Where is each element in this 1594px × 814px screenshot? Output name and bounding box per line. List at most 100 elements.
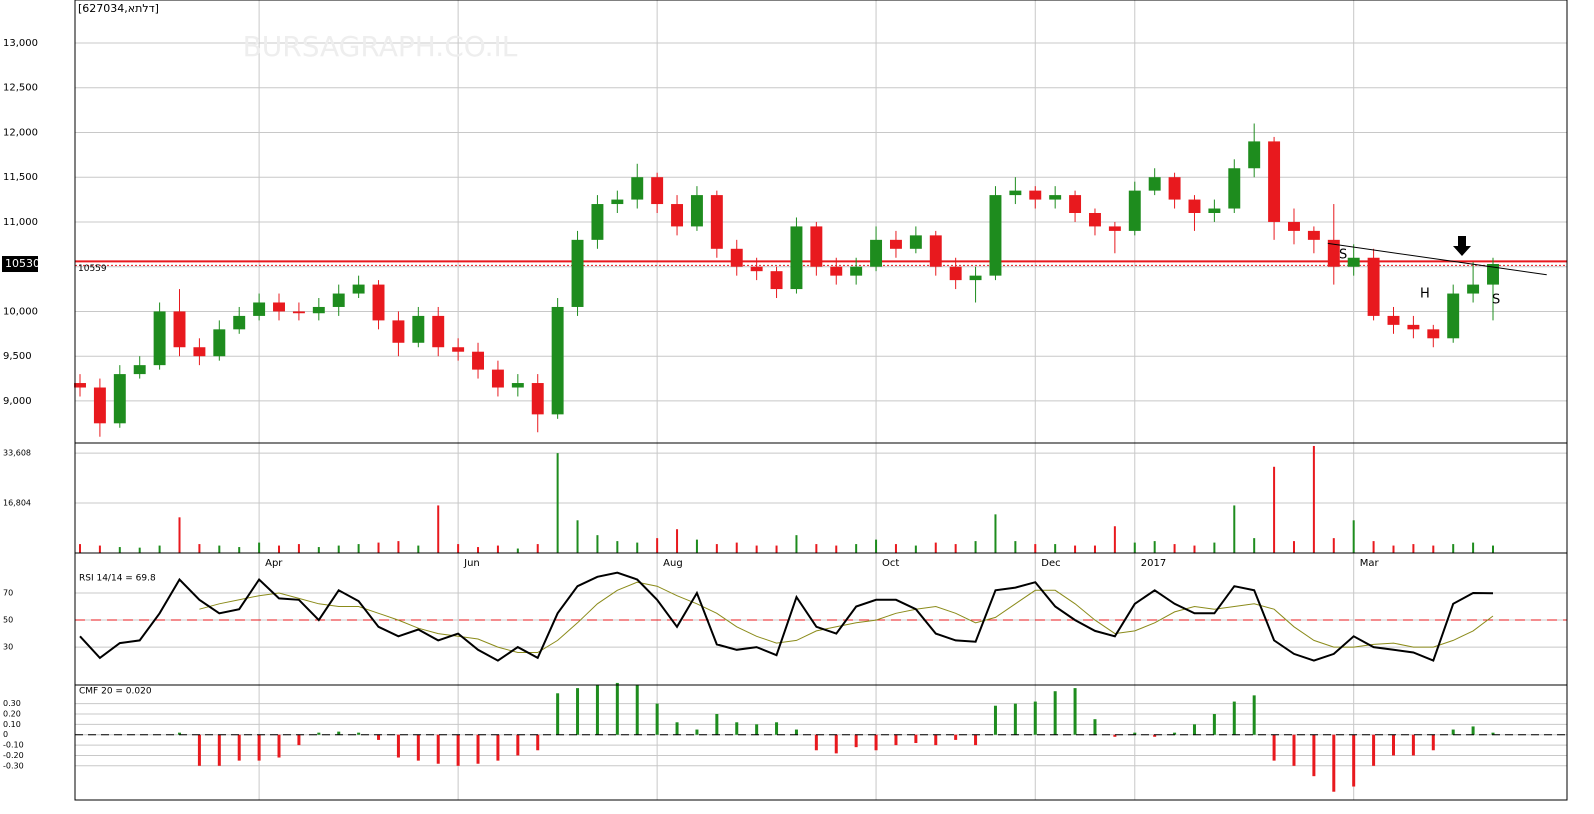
candle-body [193,347,206,357]
volume-bar [1312,445,1315,553]
y-tick-label: 11,500 [3,172,38,183]
cmf-bar [516,734,520,756]
volume-bar [198,544,201,553]
volume-bar [835,545,838,553]
candle-body [1248,141,1261,169]
cmf-bar [1312,734,1316,777]
candle-body [113,374,126,424]
cmf-bar [257,734,261,761]
cmf-bar [1491,732,1495,735]
candle-body [153,311,166,366]
watermark: BURSAGRAPH.CO.IL [243,30,518,63]
volume-bar [536,544,539,553]
candle-body [850,266,863,276]
cmf-bar [834,734,838,754]
volume-bar [855,544,858,553]
candle-body [1347,257,1360,267]
volume-bar [138,547,141,553]
volume-bar [79,544,81,553]
candle-body [989,195,1002,276]
volume-bar [477,547,480,553]
cmf-bar [178,732,182,735]
volume-bar [676,529,679,553]
candle-body [949,266,962,281]
cmf-bar [277,734,281,758]
cmf-bar [1451,729,1455,735]
cmf-bar [854,734,858,748]
cmf-bar [1391,734,1395,756]
volume-bar [994,514,997,553]
candle-body [1288,221,1300,231]
volume-bar [1173,544,1176,553]
candle-body [372,284,385,321]
candle-body [1427,329,1440,339]
candle-body [352,284,365,294]
cmf-bar [416,734,420,761]
candle-body [511,383,524,388]
cmf-bar [1013,703,1017,735]
volume-bar [98,545,101,553]
volume-bar [1014,541,1017,553]
y-tick-label: -0.10 [3,741,24,750]
candle-body [1467,284,1480,294]
candle-body [1487,264,1499,285]
cmf-bar [1272,734,1276,761]
cmf-bar [237,734,241,761]
candle-body [133,365,146,375]
candle-body [392,320,405,343]
volume-bar [337,545,340,553]
volume-bar [357,544,360,553]
candle-body [690,195,703,227]
x-tick-label: Oct [882,558,899,569]
candle-body [292,311,305,314]
volume-bar [656,538,659,553]
candle-body [830,266,843,276]
volume-bar [1452,544,1455,553]
cmf-bar [675,722,679,735]
volume-bar [914,545,917,553]
volume-bar [1412,544,1415,553]
cmf-bar [436,734,440,764]
candle-body [74,383,86,388]
y-tick-label: 0.10 [3,720,21,729]
cmf-bar [1232,701,1236,735]
candle-body [213,329,226,357]
cmf-bar [894,734,898,746]
volume-bar [417,545,420,553]
cmf-bar [1292,734,1296,766]
candle-body [1188,199,1201,213]
volume-bar [118,547,121,553]
volume-bar [496,545,499,553]
cmf-bar [635,685,639,735]
candle-body [472,351,484,370]
volume-bar [258,542,261,553]
rsi-label: RSI 14/14 = 69.8 [79,574,156,584]
volume-bar [218,545,221,553]
price-tag-label: 10530 [5,257,40,270]
volume-bar [795,535,798,553]
candle-body [1307,230,1320,240]
cmf-bar [735,722,739,735]
x-tick-label: Mar [1360,558,1380,569]
volume-bar [875,539,878,553]
candle-body [790,226,803,290]
cmf-bar [1411,734,1415,756]
cmf-bar [1352,734,1356,787]
candle-body [312,306,325,314]
cmf-bar [1471,726,1475,735]
candle-body [452,347,465,352]
candle-body [1208,208,1221,213]
volume-bar [1054,544,1057,553]
x-tick-label: Aug [663,558,683,569]
pattern-label: S [1339,248,1347,263]
cmf-bar [1372,734,1376,766]
x-tick-label: Apr [265,558,283,569]
x-tick-label: Jun [463,558,480,569]
volume-bar [1372,541,1375,553]
volume-bar [815,544,818,553]
y-tick-label: 9,500 [3,351,32,362]
cmf-bar [1073,688,1077,735]
cmf-bar [1173,732,1177,735]
volume-bar [1253,538,1256,553]
cmf-bar [317,732,321,735]
